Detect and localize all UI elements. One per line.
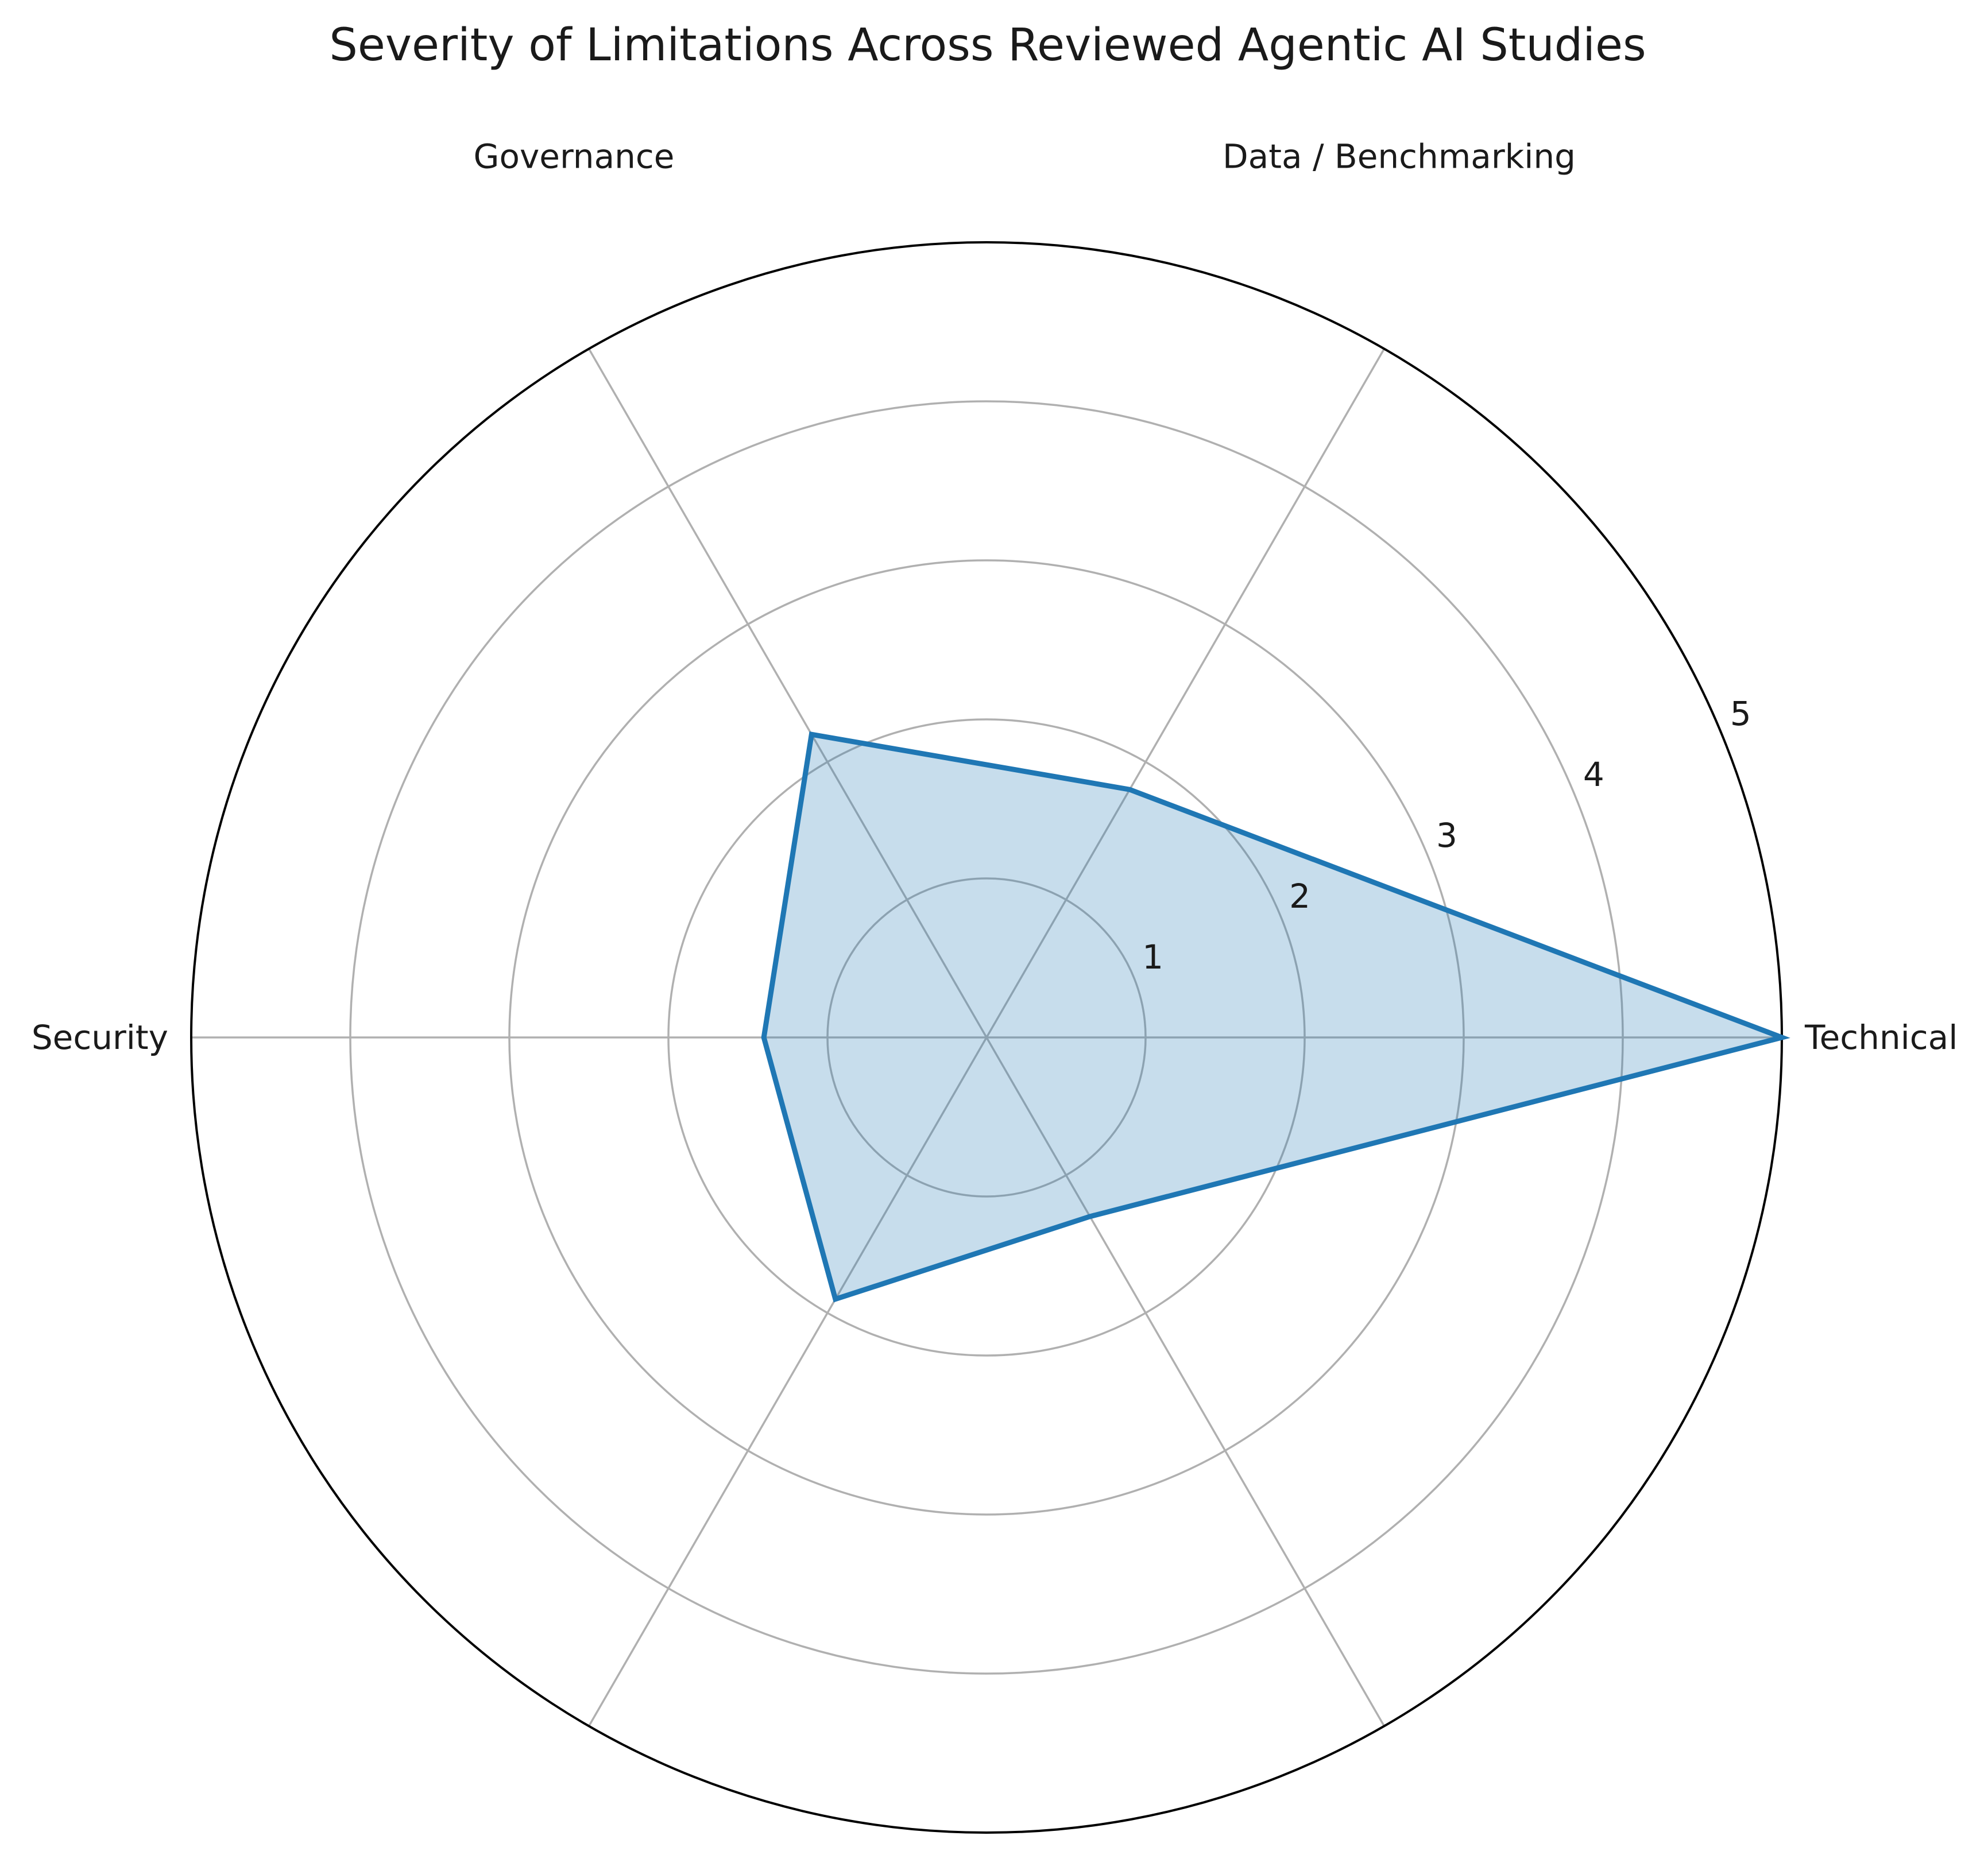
category-label: Technical: [1804, 1018, 1958, 1057]
category-label: Data / Benchmarking: [1223, 137, 1576, 176]
data-layer: [761, 731, 1790, 1303]
spoke-line: [587, 1037, 988, 1727]
radial-tick-label: 4: [1583, 755, 1604, 794]
spoke-line: [985, 1037, 1386, 1727]
category-label: Governance: [474, 137, 675, 176]
category-label: Security: [32, 1018, 168, 1057]
spoke-line: [587, 348, 988, 1038]
radial-tick-label: 5: [1730, 694, 1751, 733]
series-area: [764, 734, 1782, 1299]
label-layer: Technical Data / Benchmarking Governance Se…: [32, 137, 1958, 1057]
series-line: [761, 731, 1790, 1303]
spoke-line: [985, 348, 1386, 1038]
radial-tick-label: 2: [1289, 877, 1310, 916]
radial-tick-label: 3: [1436, 816, 1457, 855]
chart-title: Severity of Limitations Across Reviewed …: [329, 20, 1646, 71]
radial-tick-label: 1: [1142, 938, 1163, 977]
